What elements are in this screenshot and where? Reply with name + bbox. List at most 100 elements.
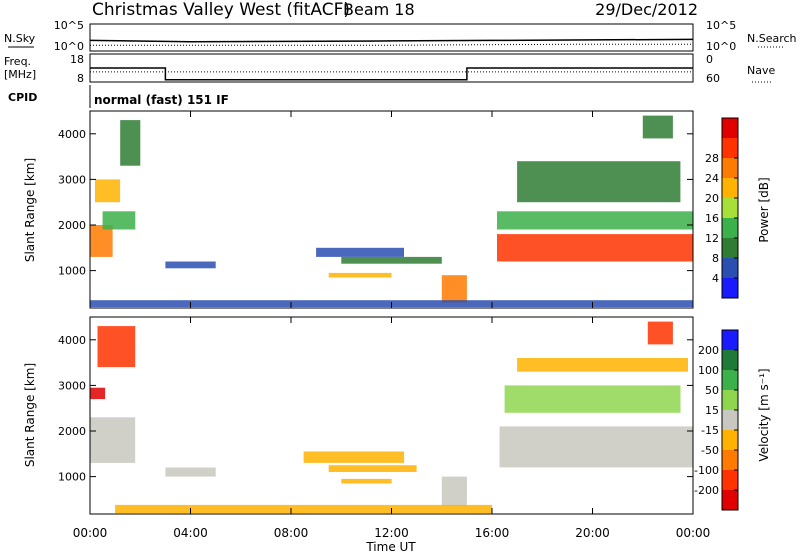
colorbar-cell-1	[722, 138, 738, 159]
data-region-12	[517, 161, 681, 203]
data-region-12	[647, 321, 673, 345]
data-region-2	[97, 326, 136, 368]
x-tick-label-1: 04:00	[173, 526, 208, 540]
data-region-4	[303, 451, 405, 463]
nsky-label: N.Sky	[4, 32, 36, 45]
data-region-6	[341, 478, 392, 484]
data-region-8	[115, 504, 492, 514]
colorbar-tick-label-0: 200	[698, 344, 719, 357]
power-colorbar-label: Power [dB]	[757, 177, 771, 242]
colorbar-cell-5	[722, 430, 738, 451]
beam-label: Beam 18	[343, 0, 415, 19]
y-tick-label-0: 1000	[58, 471, 86, 484]
colorbar-tick-label-1: 8	[712, 252, 719, 265]
date-label: 29/Dec/2012	[595, 0, 698, 19]
y-tick-label-1: 2000	[58, 219, 86, 232]
power-y-axis: 1000 2000 3000 4000	[58, 128, 693, 278]
colorbar-cell-2	[722, 158, 738, 179]
colorbar-cell-4	[722, 198, 738, 219]
velocity-ylabel: Slant Range [km]	[23, 363, 37, 467]
freq-unit-label: [MHz]	[4, 68, 36, 81]
colorbar-tick-label-3: 15	[705, 404, 719, 417]
y-tick-label-2: 3000	[58, 173, 86, 186]
data-region-7	[328, 272, 392, 278]
x-tick-label-4: 16:00	[475, 526, 510, 540]
colorbar-tick-label-2: 12	[705, 232, 719, 245]
velocity-colorbar-label: Velocity [m s⁻¹]	[757, 368, 771, 461]
data-region-11	[497, 211, 693, 230]
data-region-6	[341, 256, 442, 264]
colorbar-tick-label-6: 28	[705, 152, 719, 165]
data-region-10	[497, 234, 693, 262]
x-tick-label-0: 00:00	[73, 526, 108, 540]
colorbar-cell-6	[722, 450, 738, 471]
velocity-panel-frame	[89, 316, 694, 515]
data-region-4	[165, 261, 216, 269]
nsky-right-tick-low: 10^0	[706, 40, 736, 53]
colorbar-tick-label-3: 16	[705, 212, 719, 225]
nave-label: Nave	[747, 64, 775, 77]
x-tick-label-2: 08:00	[274, 526, 309, 540]
cpid-label: CPID	[8, 91, 37, 104]
colorbar-tick-label-6: -100	[694, 464, 719, 477]
data-region-11	[517, 358, 688, 372]
y-tick-label-3: 4000	[58, 334, 86, 347]
x-axis-label: Time UT	[365, 540, 416, 554]
colorbar-cell-3	[722, 390, 738, 411]
colorbar-cell-0	[722, 118, 738, 139]
data-region-1	[90, 387, 106, 400]
data-region-13	[642, 115, 673, 139]
data-region-0	[90, 225, 113, 257]
colorbar-tick-label-4: 20	[705, 192, 719, 205]
colorbar-cell-7	[722, 258, 738, 279]
colorbar-frame	[721, 117, 739, 299]
x-tick-label-3: 12:00	[374, 526, 409, 540]
colorbar-tick-label-7: -200	[694, 484, 719, 497]
colorbar-cell-8	[722, 490, 738, 511]
colorbar-cell-1	[722, 350, 738, 371]
colorbar-tick-label-1: 100	[698, 364, 719, 377]
data-region-1	[95, 179, 121, 203]
colorbar-tick-label-0: 4	[712, 272, 719, 285]
sky-series-1	[90, 43, 693, 46]
y-tick-label-0: 1000	[58, 265, 86, 278]
data-region-8	[441, 275, 467, 303]
power-colorbar: 4 8 12 16 20 24 28	[705, 117, 739, 299]
data-region-0	[90, 417, 136, 463]
colorbar-cell-5	[722, 218, 738, 239]
nsky-tick-low: 10^0	[54, 40, 84, 53]
data-region-5	[316, 247, 404, 257]
colorbar-tick-label-5: 24	[705, 172, 719, 185]
sky-series-0	[89, 38, 694, 43]
cpid-text: normal (fast) 151 IF	[94, 93, 229, 107]
x-tick-label-5: 20:00	[575, 526, 610, 540]
power-panel-frame	[89, 110, 694, 309]
colorbar-cell-2	[722, 370, 738, 391]
colorbar-cell-4	[722, 410, 738, 431]
data-region-9	[499, 426, 693, 468]
nsearch-label: N.Search	[747, 32, 797, 45]
frequency-lines	[90, 67, 693, 81]
colorbar-cell-6	[722, 238, 738, 259]
plot-title: Christmas Valley West (fitACF)	[92, 0, 350, 20]
power-heatmap	[90, 115, 693, 307]
data-region-5	[328, 465, 417, 472]
colorbar-tick-label-5: -50	[701, 444, 719, 457]
colorbar-cell-8	[722, 278, 738, 299]
colorbar-tick-label-2: 50	[705, 384, 719, 397]
time-axis: 00:00 04:00 08:00 12:00 16:00 20:00 00:00	[73, 111, 710, 540]
nsky-tick-high: 10^5	[54, 19, 84, 32]
velocity-y-axis: 1000 2000 3000 4000	[58, 334, 693, 484]
freq-tick-high: 18	[70, 53, 84, 66]
nave-tick-low: 60	[706, 72, 720, 85]
colorbar-cell-7	[722, 470, 738, 491]
colorbar-cell-3	[722, 178, 738, 199]
colorbar-tick-label-4: -15	[701, 424, 719, 437]
freq-label: Freq.	[4, 55, 31, 68]
nave-tick-high: 0	[706, 53, 713, 66]
velocity-colorbar: 200 100 50 15 -15 -50 -100 -200	[694, 329, 739, 511]
y-tick-label-2: 3000	[58, 379, 86, 392]
y-tick-label-3: 4000	[58, 128, 86, 141]
